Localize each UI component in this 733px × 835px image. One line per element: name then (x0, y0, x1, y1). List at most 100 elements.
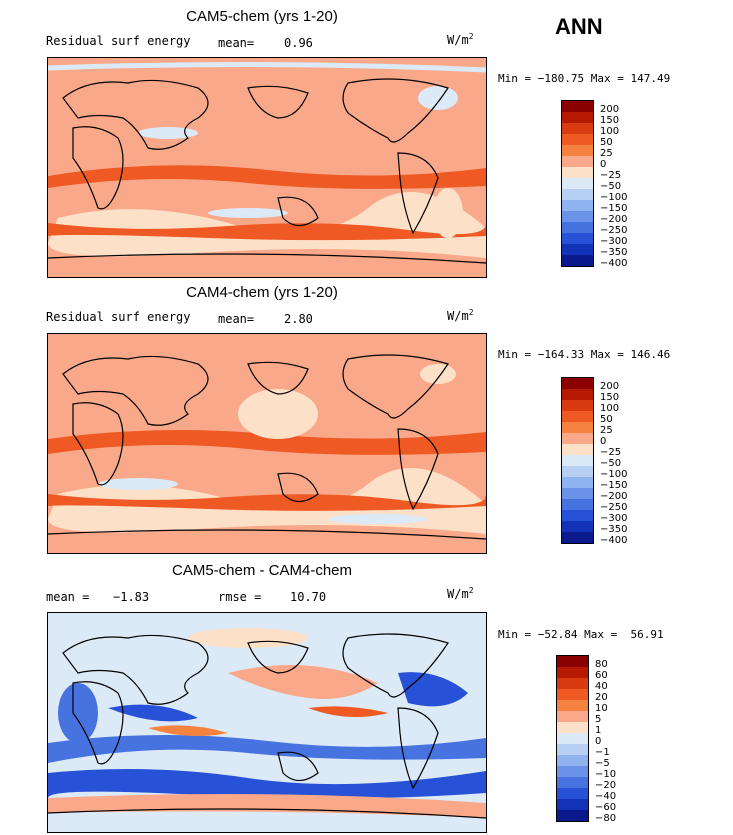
panel2-level-label: −200 (600, 491, 628, 502)
panel1-map-graphic (48, 58, 486, 277)
panel1-colorbar-swatch (562, 112, 593, 123)
panel1-level-label: 150 (600, 115, 620, 126)
panel1-minmax: Min = −180.75 Max = 147.49 (498, 72, 671, 85)
panel2-colorbar (561, 377, 594, 544)
panel3-colorbar-swatch (557, 810, 588, 821)
panel3-colorbar-swatch (557, 755, 588, 766)
panel2-colorbar-swatch (562, 422, 593, 433)
panel2-colorbar-swatch (562, 378, 593, 389)
panel2-mean-label: mean= (218, 312, 255, 326)
panel1-colorbar-swatch (562, 156, 593, 167)
panel1-colorbar-labels: 200 150 100 50 25 0 −25 −50 −100 −150 −2… (600, 104, 627, 269)
panel2-map-graphic (48, 334, 486, 553)
panel1-colorbar-swatch (562, 167, 593, 178)
panel3-map-graphic (48, 613, 486, 832)
panel3-level-label: 20 (595, 692, 608, 703)
panel1-mean-label: mean= (218, 36, 255, 50)
panel1-colorbar-swatch (562, 222, 593, 233)
panel3-mean-label: mean = (46, 590, 90, 604)
panel1-variable: Residual surf energy (46, 34, 191, 48)
panel2-minmax: Min = −164.33 Max = 146.46 (498, 348, 671, 361)
panel3-level-label: 1 (595, 725, 602, 736)
panel1-colorbar-swatch (562, 244, 593, 255)
panel2-colorbar-swatch (562, 444, 593, 455)
panel3-title: CAM5-chem - CAM4-chem (171, 562, 353, 579)
panel1-colorbar-swatch (562, 123, 593, 134)
panel2-level-label: −25 (600, 447, 622, 458)
panel3-level-label: −80 (595, 813, 617, 824)
panel3-level-label: 5 (595, 714, 602, 725)
panel3-level-label: −20 (595, 780, 617, 791)
panel3-colorbar-swatch (557, 788, 588, 799)
panel1-level-label: −250 (600, 225, 628, 236)
panel2-colorbar-swatch (562, 477, 593, 488)
panel3-colorbar-swatch (557, 656, 588, 667)
panel3-colorbar-swatch (557, 777, 588, 788)
panel3-minmax: Min = −52.84 Max = 56.91 (498, 628, 664, 641)
panel2-level-label: −300 (600, 513, 628, 524)
panel2-colorbar-swatch (562, 411, 593, 422)
panel2-colorbar-swatch (562, 521, 593, 532)
panel1-colorbar-swatch (562, 211, 593, 222)
panel1-colorbar-swatch (562, 134, 593, 145)
panel3-level-label: −5 (595, 758, 610, 769)
panel2-level-label: −100 (600, 469, 628, 480)
panel1-colorbar-swatch (562, 233, 593, 244)
panel2-level-label: −150 (600, 480, 628, 491)
panel1-units: W/m2 (447, 32, 474, 47)
panel1-level-label: −350 (600, 247, 628, 258)
panel2-level-label: 50 (600, 414, 613, 425)
panel2-colorbar-swatch (562, 510, 593, 521)
panel3-level-label: 0 (595, 736, 602, 747)
panel3-map (47, 612, 487, 833)
panel1-level-label: −25 (600, 170, 622, 181)
panel1-level-label: −200 (600, 214, 628, 225)
panel3-colorbar-swatch (557, 667, 588, 678)
panel2-level-label: −250 (600, 502, 628, 513)
panel1-colorbar-swatch (562, 255, 593, 266)
panel1-colorbar-swatch (562, 101, 593, 112)
panel2-map (47, 333, 487, 554)
panel1-colorbar-swatch (562, 189, 593, 200)
panel2-colorbar-swatch (562, 499, 593, 510)
panel1-level-label: −150 (600, 203, 628, 214)
panel2-mean-value: 2.80 (284, 312, 313, 326)
panel3-colorbar-swatch (557, 678, 588, 689)
panel3-colorbar-labels: 80 60 40 20 10 5 1 0 −1 −5 −10 −20 −40 −… (595, 659, 616, 824)
panel3-rmse-value: 10.70 (290, 590, 327, 604)
panel2-colorbar-swatch (562, 466, 593, 477)
panel1-level-label: 25 (600, 148, 613, 159)
panel2-units: W/m2 (447, 308, 474, 323)
panel3-level-label: −40 (595, 791, 617, 802)
panel1-level-label: 200 (600, 104, 620, 115)
panel3-level-label: −60 (595, 802, 617, 813)
panel2-colorbar-labels: 200 150 100 50 25 0 −25 −50 −100 −150 −2… (600, 381, 627, 546)
panel2-level-label: −400 (600, 535, 628, 546)
panel2-colorbar-swatch (562, 400, 593, 411)
panel1-level-label: −300 (600, 236, 628, 247)
panel2-level-label: 25 (600, 425, 613, 436)
panel1-mean-value: 0.96 (284, 36, 313, 50)
panel2-level-label: −50 (600, 458, 622, 469)
panel3-colorbar-swatch (557, 766, 588, 777)
panel2-colorbar-swatch (562, 455, 593, 466)
panel3-rmse-label: rmse = (218, 590, 262, 604)
panel1-colorbar (561, 100, 594, 267)
panel1-colorbar-swatch (562, 145, 593, 156)
panel3-colorbar (556, 655, 589, 822)
panel3-colorbar-swatch (557, 722, 588, 733)
panel3-units: W/m2 (447, 586, 474, 601)
panel3-colorbar-swatch (557, 711, 588, 722)
panel1-map (47, 57, 487, 278)
panel1-colorbar-swatch (562, 200, 593, 211)
season-label: ANN (555, 14, 603, 39)
panel1-level-label: −100 (600, 192, 628, 203)
panel2-level-label: 0 (600, 436, 607, 447)
panel3-level-label: −1 (595, 747, 610, 758)
panel2-colorbar-swatch (562, 433, 593, 444)
panel2-level-label: 100 (600, 403, 620, 414)
panel2-level-label: 200 (600, 381, 620, 392)
panel1-colorbar-swatch (562, 178, 593, 189)
panel1-level-label: 50 (600, 137, 613, 148)
panel1-title: CAM5-chem (yrs 1-20) (186, 8, 338, 25)
